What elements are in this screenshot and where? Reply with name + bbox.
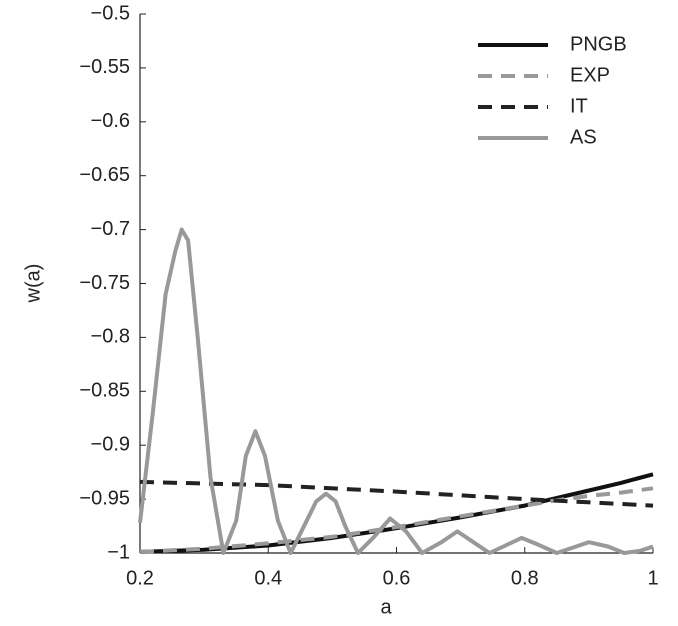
y-tick-label: −0.9 bbox=[91, 433, 130, 455]
legend-label: IT bbox=[570, 95, 588, 117]
y-tick-label: −0.8 bbox=[91, 326, 130, 348]
series-line bbox=[139, 479, 654, 508]
series-line bbox=[138, 227, 654, 555]
x-tick-label: 0.8 bbox=[511, 567, 539, 589]
y-axis-label: w(a) bbox=[22, 264, 44, 304]
x-tick-label: 0.2 bbox=[126, 567, 154, 589]
x-tick-label: 0.6 bbox=[383, 567, 411, 589]
x-tick-label: 1 bbox=[647, 567, 658, 589]
legend-label: EXP bbox=[570, 64, 610, 86]
x-tick-label: 0.4 bbox=[254, 567, 282, 589]
y-tick-label: −0.95 bbox=[79, 487, 130, 509]
y-tick-label: −0.65 bbox=[79, 164, 130, 186]
y-tick-label: −1 bbox=[107, 541, 130, 563]
y-tick-label: −0.75 bbox=[79, 272, 130, 294]
legend-label: PNGB bbox=[570, 33, 627, 55]
y-tick-label: −0.5 bbox=[91, 2, 130, 24]
series-line bbox=[139, 486, 654, 554]
y-tick-label: −0.7 bbox=[91, 218, 130, 240]
y-tick-label: −0.55 bbox=[79, 56, 130, 78]
y-tick-label: −0.85 bbox=[79, 380, 130, 402]
x-axis-label: a bbox=[380, 596, 392, 618]
y-tick-label: −0.6 bbox=[91, 110, 130, 132]
legend-label: AS bbox=[570, 126, 597, 148]
